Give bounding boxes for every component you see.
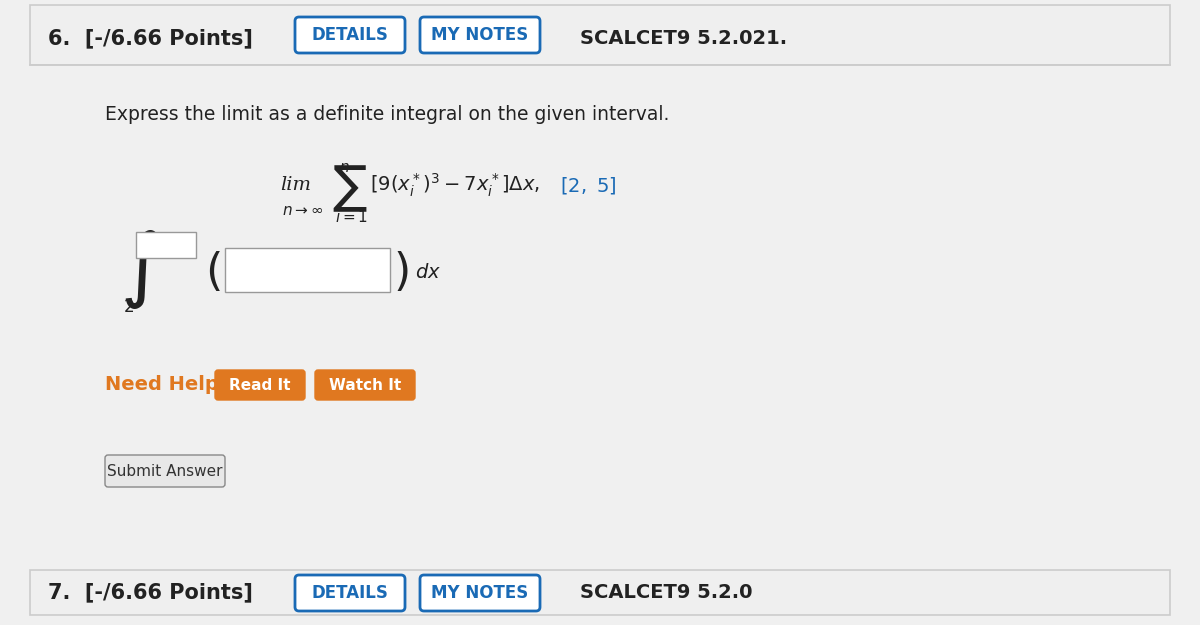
FancyBboxPatch shape	[106, 455, 226, 487]
Text: MY NOTES: MY NOTES	[431, 584, 529, 602]
Text: $dx$: $dx$	[415, 262, 442, 281]
Text: DETAILS: DETAILS	[312, 26, 389, 44]
Text: SCALCET9 5.2.021.: SCALCET9 5.2.021.	[580, 29, 787, 48]
Text: Express the limit as a definite integral on the given interval.: Express the limit as a definite integral…	[106, 105, 670, 124]
Text: Watch It: Watch It	[329, 378, 401, 392]
Bar	[30, 570, 1170, 615]
Text: Read It: Read It	[229, 378, 290, 392]
Text: 6.  [-/6.66 Points]: 6. [-/6.66 Points]	[48, 28, 253, 48]
FancyBboxPatch shape	[314, 370, 415, 400]
Bar	[30, 5, 1170, 65]
Text: MY NOTES: MY NOTES	[431, 26, 529, 44]
Text: Submit Answer: Submit Answer	[107, 464, 223, 479]
Text: Need Help?: Need Help?	[106, 376, 230, 394]
Text: $[2,\ 5]$: $[2,\ 5]$	[560, 174, 617, 196]
Text: DETAILS: DETAILS	[312, 584, 389, 602]
Text: $[9(x_i^*)^3 - 7x_i^*]\Delta x,$: $[9(x_i^*)^3 - 7x_i^*]\Delta x,$	[370, 171, 540, 199]
Text: $\int$: $\int$	[120, 229, 161, 311]
FancyBboxPatch shape	[420, 17, 540, 53]
Text: $i = 1$: $i = 1$	[335, 209, 368, 225]
FancyBboxPatch shape	[295, 575, 406, 611]
Text: $\sum$: $\sum$	[332, 164, 367, 214]
Bar	[30, 570, 1170, 625]
Bar	[136, 232, 196, 258]
Text: $n$: $n$	[340, 159, 349, 174]
FancyBboxPatch shape	[420, 575, 540, 611]
Text: $n \rightarrow \infty$: $n \rightarrow \infty$	[282, 203, 323, 218]
Bar	[30, 5, 1170, 560]
Text: $)$: $)$	[394, 250, 408, 294]
Text: SCALCET9 5.2.0: SCALCET9 5.2.0	[580, 582, 752, 601]
Text: $($: $($	[205, 250, 221, 294]
Text: lim: lim	[280, 176, 311, 194]
FancyBboxPatch shape	[215, 370, 305, 400]
FancyBboxPatch shape	[295, 17, 406, 53]
Text: 7.  [-/6.66 Points]: 7. [-/6.66 Points]	[48, 582, 253, 602]
Bar	[226, 248, 390, 292]
Text: $2$: $2$	[124, 298, 134, 316]
